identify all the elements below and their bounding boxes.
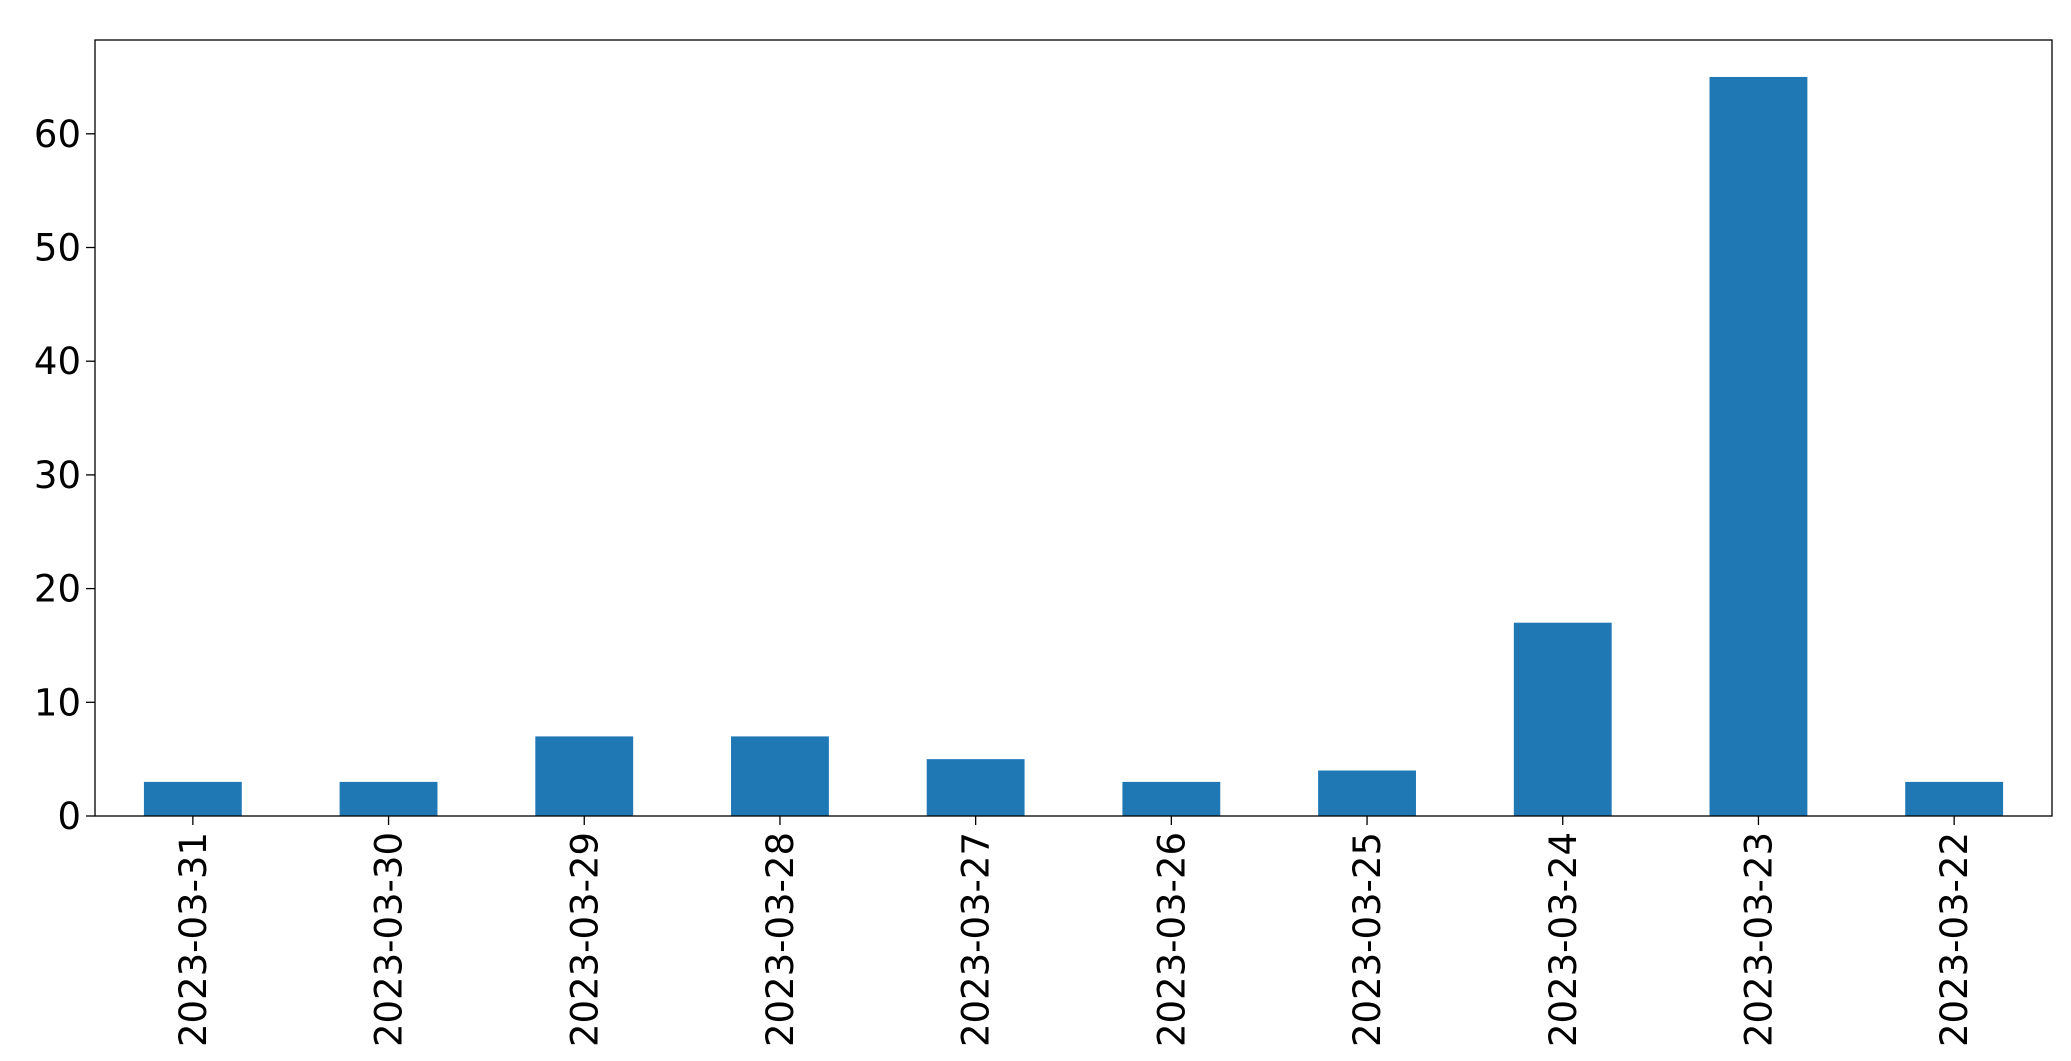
x-tick-label: 2023-03-28 [759,832,802,1047]
x-tick-label: 2023-03-27 [955,832,998,1047]
bar [1709,76,1808,816]
x-tick-label: 2023-03-30 [368,832,411,1047]
x-tick-label: 2023-03-22 [1933,832,1976,1047]
y-tick-label: 50 [34,227,81,270]
x-tick-label: 2023-03-25 [1346,832,1389,1047]
bar [339,781,438,816]
y-tick-label: 10 [34,681,81,724]
bar [1905,781,2004,816]
bar [926,759,1025,816]
plot-frame [94,39,2053,817]
bar [143,781,242,816]
x-tick-label: 2023-03-31 [172,832,215,1047]
bar [1318,770,1416,816]
x-tick-label: 2023-03-23 [1737,832,1780,1047]
bar [535,736,634,816]
y-tick-label: 40 [34,340,81,383]
y-tick-label: 20 [34,568,81,611]
y-tick-label: 0 [57,795,81,838]
y-tick-label: 30 [34,454,81,497]
y-tick-label: 60 [34,113,81,156]
bar [1122,781,1221,816]
bar [1513,622,1612,816]
x-tick-label: 2023-03-29 [563,832,606,1047]
x-tick-label: 2023-03-26 [1150,832,1193,1047]
bar [731,736,829,816]
x-tick-label: 2023-03-24 [1542,832,1585,1047]
